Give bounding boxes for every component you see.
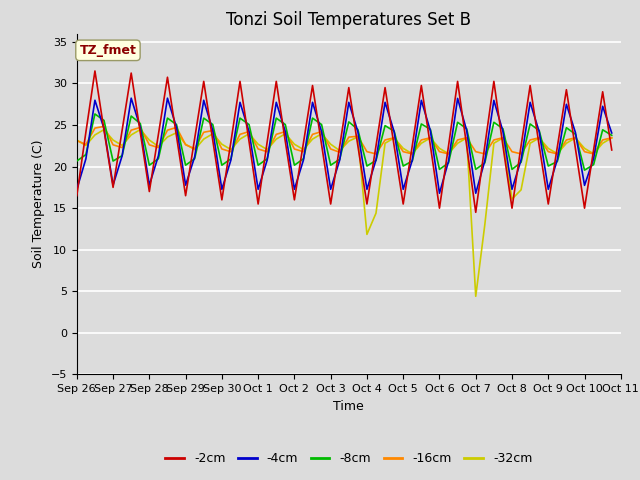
-4cm bbox=[173, 125, 180, 131]
-8cm bbox=[173, 121, 180, 127]
-2cm bbox=[218, 197, 226, 203]
-16cm bbox=[173, 124, 180, 130]
-2cm bbox=[472, 209, 479, 215]
-4cm bbox=[73, 186, 81, 192]
-4cm bbox=[236, 99, 244, 105]
-32cm bbox=[218, 141, 226, 147]
-16cm bbox=[218, 146, 226, 152]
Title: Tonzi Soil Temperatures Set B: Tonzi Soil Temperatures Set B bbox=[227, 11, 471, 29]
-8cm bbox=[91, 111, 99, 117]
-16cm bbox=[254, 146, 262, 152]
-32cm bbox=[173, 130, 180, 135]
Line: -32cm: -32cm bbox=[77, 130, 612, 296]
-4cm bbox=[218, 186, 226, 192]
-32cm bbox=[254, 141, 262, 147]
-8cm bbox=[264, 156, 271, 162]
-16cm bbox=[264, 149, 271, 155]
Line: -2cm: -2cm bbox=[77, 71, 612, 212]
-4cm bbox=[436, 191, 444, 196]
Legend: -2cm, -4cm, -8cm, -16cm, -32cm: -2cm, -4cm, -8cm, -16cm, -32cm bbox=[160, 447, 538, 470]
-16cm bbox=[100, 123, 108, 129]
-16cm bbox=[236, 132, 244, 137]
-2cm bbox=[608, 147, 616, 153]
-16cm bbox=[517, 151, 525, 157]
-16cm bbox=[417, 137, 425, 143]
Line: -8cm: -8cm bbox=[77, 114, 612, 170]
-32cm bbox=[100, 127, 108, 132]
-16cm bbox=[608, 135, 616, 141]
X-axis label: Time: Time bbox=[333, 400, 364, 413]
-32cm bbox=[73, 137, 81, 143]
-4cm bbox=[417, 97, 425, 103]
Y-axis label: Soil Temperature (C): Soil Temperature (C) bbox=[32, 140, 45, 268]
-4cm bbox=[254, 186, 262, 192]
-2cm bbox=[91, 68, 99, 74]
-32cm bbox=[264, 147, 271, 153]
-2cm bbox=[254, 201, 262, 207]
-32cm bbox=[236, 136, 244, 142]
-8cm bbox=[417, 121, 425, 127]
-4cm bbox=[264, 157, 271, 163]
Line: -4cm: -4cm bbox=[77, 98, 612, 193]
-2cm bbox=[236, 79, 244, 84]
-8cm bbox=[580, 167, 588, 173]
-32cm bbox=[417, 140, 425, 146]
-2cm bbox=[173, 133, 180, 139]
-2cm bbox=[417, 83, 425, 88]
-16cm bbox=[73, 138, 81, 144]
-2cm bbox=[264, 139, 271, 144]
-8cm bbox=[218, 162, 226, 168]
-8cm bbox=[254, 162, 262, 168]
Text: TZ_fmet: TZ_fmet bbox=[79, 44, 136, 57]
-2cm bbox=[73, 193, 81, 199]
-8cm bbox=[73, 158, 81, 164]
-32cm bbox=[472, 293, 479, 299]
-8cm bbox=[608, 132, 616, 138]
-4cm bbox=[608, 130, 616, 136]
-8cm bbox=[236, 115, 244, 121]
-32cm bbox=[608, 135, 616, 141]
-4cm bbox=[127, 96, 135, 101]
Line: -16cm: -16cm bbox=[77, 126, 612, 154]
